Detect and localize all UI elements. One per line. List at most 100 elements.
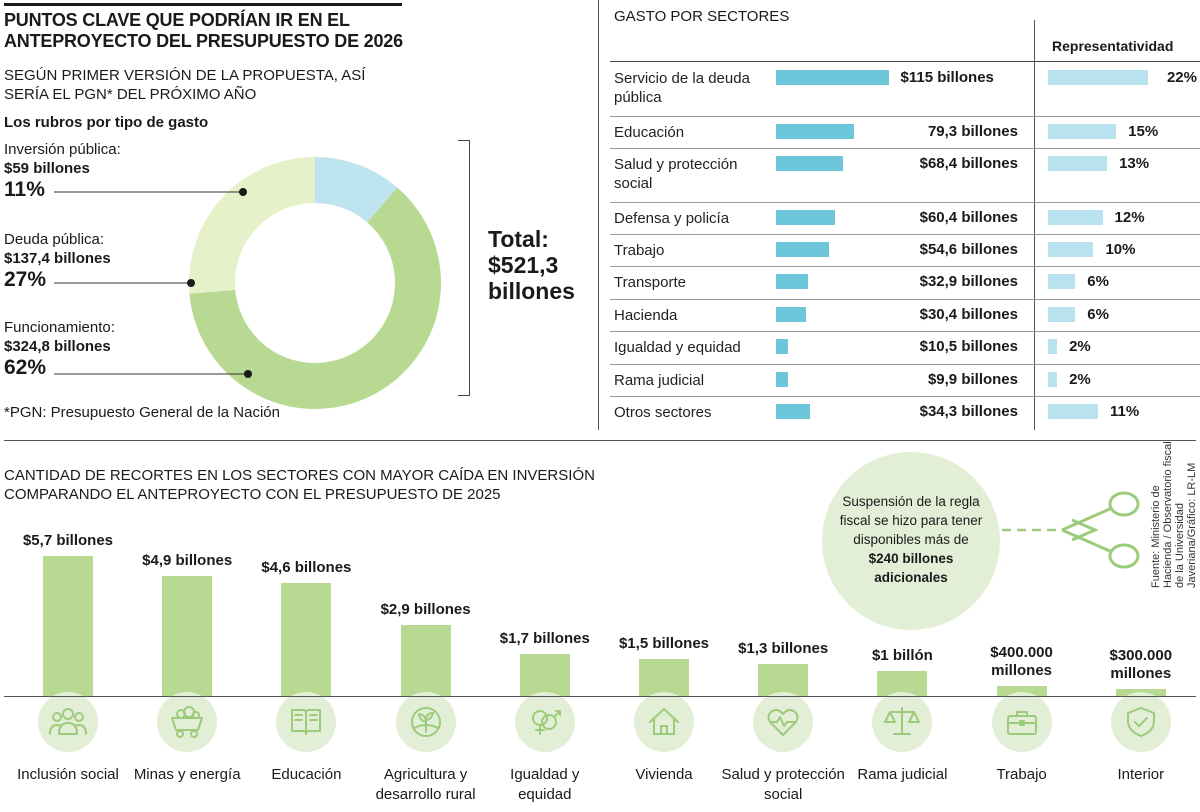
cut-category-label: Educación bbox=[271, 766, 342, 783]
rep-column-divider bbox=[1034, 20, 1035, 430]
rep-bar bbox=[1048, 242, 1094, 257]
mining-cart-icon bbox=[157, 692, 218, 752]
segment-pct: 62% bbox=[4, 356, 47, 379]
briefcase-icon bbox=[991, 692, 1052, 752]
sector-bar bbox=[776, 242, 830, 257]
sector-bar bbox=[776, 404, 810, 419]
footnote: *PGN: Presupuesto General de la Nación bbox=[4, 404, 280, 421]
rep-bar bbox=[1048, 124, 1117, 139]
rep-bar bbox=[1048, 372, 1058, 387]
sector-value: $68,4 billones bbox=[919, 155, 1018, 172]
cut-category-label: Rama judicial bbox=[857, 766, 948, 783]
sector-value: $34,3 billones bbox=[919, 403, 1018, 420]
cut-category-label: Inclusión social bbox=[17, 766, 119, 783]
sector-name: Salud y protección social bbox=[614, 156, 738, 192]
donut-chart bbox=[54, 157, 441, 409]
row-divider bbox=[610, 116, 1200, 117]
cut-bar bbox=[996, 686, 1047, 696]
note-circle bbox=[822, 452, 1000, 630]
cut-category-label: Minas y energía bbox=[133, 766, 241, 783]
rep-value: 2% bbox=[1069, 338, 1091, 355]
row-divider bbox=[610, 234, 1200, 235]
section-divider-horizontal bbox=[4, 440, 1196, 441]
leader-lines bbox=[54, 188, 252, 378]
note-text: Suspensión de la regla fiscal se hizo pa… bbox=[838, 492, 984, 587]
note-amount: $240 bbox=[868, 551, 899, 566]
sprout-icon bbox=[395, 692, 456, 752]
sector-value: $115 billones bbox=[900, 69, 994, 86]
book-icon bbox=[276, 692, 337, 752]
sector-name: Educación bbox=[614, 124, 685, 141]
cut-value-label: $400.000 millones bbox=[990, 644, 1053, 680]
cut-value-label: $4,6 billones bbox=[261, 559, 352, 577]
rep-bar bbox=[1048, 70, 1148, 85]
cut-bar bbox=[639, 659, 689, 696]
donut-slice-deuda bbox=[189, 157, 315, 294]
donut-slice-funcionamiento bbox=[189, 187, 441, 409]
row-divider bbox=[610, 202, 1200, 203]
cut-value-label: $1,7 billones bbox=[499, 630, 590, 648]
segment-name: Deuda pública: bbox=[4, 231, 105, 248]
rep-bar bbox=[1048, 156, 1108, 171]
cut-bar bbox=[43, 556, 93, 696]
house-icon bbox=[634, 692, 694, 752]
rep-value: 12% bbox=[1114, 209, 1145, 226]
cuts-title: CANTIDAD DE RECORTES EN LOS SECTORES CON… bbox=[4, 467, 595, 503]
row-divider bbox=[610, 299, 1200, 300]
leader-dot-inversion bbox=[239, 188, 247, 196]
sector-name: Trabajo bbox=[614, 242, 665, 259]
cut-value-label: $4,9 billones bbox=[142, 551, 233, 569]
cut-bar bbox=[400, 624, 451, 696]
cut-value-label: $300.000 millones bbox=[1109, 646, 1173, 682]
cut-bar bbox=[281, 583, 332, 696]
cuts-baseline bbox=[4, 696, 1196, 697]
segment-value: $324,8 billones bbox=[4, 338, 111, 355]
cut-category-label: Interior bbox=[1117, 766, 1165, 783]
leader-dot-funcionamiento bbox=[244, 370, 252, 378]
sector-name: Hacienda bbox=[614, 307, 678, 324]
people-icon bbox=[38, 692, 98, 752]
sector-bar bbox=[776, 156, 843, 171]
sector-bar bbox=[776, 339, 788, 354]
sector-name: Defensa y policía bbox=[614, 210, 730, 227]
sector-name: Servicio de la deuda pública bbox=[614, 70, 750, 106]
segment-value: $137,4 billones bbox=[4, 250, 111, 267]
shield-check-icon bbox=[1110, 692, 1171, 752]
section-divider-vertical bbox=[598, 0, 599, 430]
rep-bar bbox=[1048, 274, 1076, 289]
segment-value: $59 billones bbox=[4, 160, 90, 177]
sector-name: Otros sectores bbox=[614, 404, 712, 421]
donut-total: Total: $521,3 billones bbox=[488, 226, 588, 304]
rep-value: 13% bbox=[1119, 155, 1150, 172]
rep-value: 11% bbox=[1110, 403, 1140, 420]
total-bracket bbox=[458, 140, 470, 396]
sector-bar bbox=[776, 70, 889, 85]
rep-bar bbox=[1048, 210, 1103, 225]
note-text-before: Suspensión de la regla fiscal se hizo pa… bbox=[839, 494, 983, 547]
rep-value: 6% bbox=[1087, 306, 1109, 323]
rep-value: 15% bbox=[1128, 123, 1159, 140]
total-label: Total: bbox=[488, 226, 549, 252]
cut-category-label: Vivienda bbox=[635, 766, 693, 783]
page-title: PUNTOS CLAVE QUE PODRÍAN IR EN EL ANTEPR… bbox=[4, 10, 403, 51]
sector-bar bbox=[776, 274, 809, 289]
sector-value: $9,9 billones bbox=[927, 371, 1018, 388]
sector-bar bbox=[776, 307, 806, 322]
page-subtitle: SEGÚN PRIMER VERSIÓN DE LA PROPUESTA, AS… bbox=[4, 67, 366, 103]
title-rule bbox=[4, 3, 402, 6]
sector-bar bbox=[776, 210, 836, 225]
segment-label-funcionamiento: Funcionamiento: $324,8 billones 62% bbox=[4, 318, 224, 380]
sectors-title: GASTO POR SECTORES bbox=[614, 8, 790, 25]
segment-label-inversion: Inversión pública: $59 billones 11% bbox=[4, 140, 224, 202]
row-divider bbox=[610, 148, 1200, 149]
cut-category-label: Agricultura y desarrollo rural bbox=[375, 766, 476, 803]
rep-header: Representatividad bbox=[1052, 38, 1174, 54]
cut-category-label: Trabajo bbox=[996, 766, 1047, 783]
rep-bar bbox=[1048, 307, 1076, 322]
cut-value-label: $1,5 billones bbox=[618, 635, 710, 653]
segment-name: Inversión pública: bbox=[4, 141, 121, 158]
cut-bar bbox=[519, 654, 570, 696]
cut-bar bbox=[758, 664, 809, 696]
cut-bar bbox=[162, 575, 213, 696]
donut-slice-inversion bbox=[315, 157, 398, 223]
